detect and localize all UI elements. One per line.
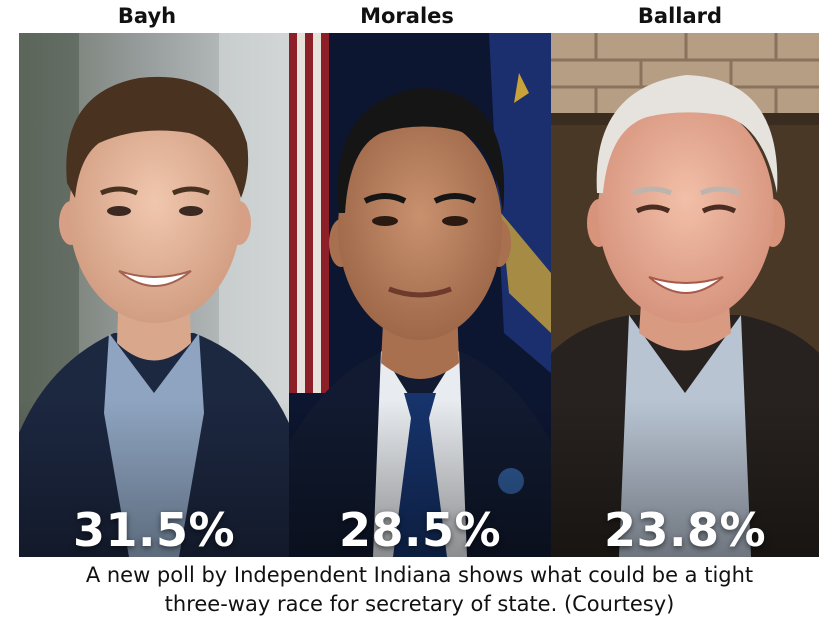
photo-panel-bayh: 31.5%	[19, 33, 289, 557]
portrait-ballard	[551, 33, 819, 557]
candidate-name-ballard: Ballard	[637, 4, 723, 28]
portrait-bayh	[19, 33, 289, 557]
caption-line-2: three-way race for secretary of state. (…	[164, 592, 675, 616]
photo-panel-morales: 28.5%	[289, 33, 551, 557]
photo-caption: A new poll by Independent Indiana shows …	[0, 561, 839, 619]
candidate-name-bayh: Bayh	[117, 4, 177, 28]
percent-morales: 28.5%	[338, 503, 502, 557]
portrait-morales	[289, 33, 551, 557]
candidate-photos: 31.5%	[19, 33, 819, 557]
percent-bayh: 31.5%	[72, 503, 236, 557]
caption-line-1: A new poll by Independent Indiana shows …	[85, 563, 754, 587]
candidate-names-row: Bayh Morales Ballard	[0, 0, 839, 32]
photo-panel-ballard: 23.8%	[551, 33, 819, 557]
candidate-name-morales: Morales	[360, 4, 454, 28]
percent-ballard: 23.8%	[603, 503, 767, 557]
